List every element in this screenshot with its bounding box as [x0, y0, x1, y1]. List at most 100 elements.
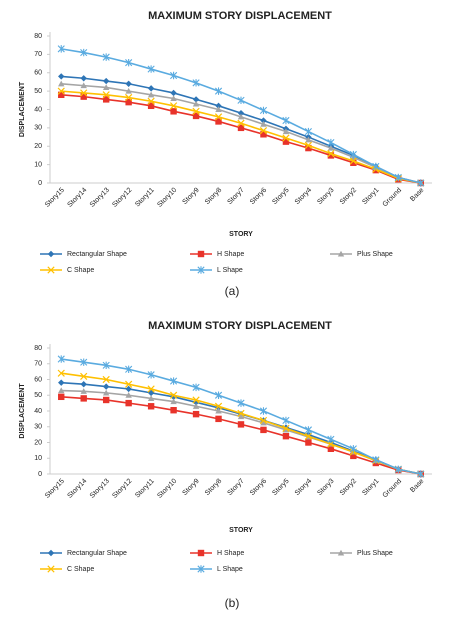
marker — [169, 71, 178, 80]
x-tick-label: Story14 — [66, 478, 88, 500]
marker — [215, 106, 222, 113]
marker — [58, 91, 65, 98]
x-tick-label: Story14 — [66, 187, 88, 209]
marker — [417, 470, 425, 478]
marker — [147, 97, 155, 105]
marker — [80, 395, 87, 402]
marker — [80, 48, 88, 57]
x-tick-label: Story6 — [249, 187, 268, 206]
chart: MAXIMUM STORY DISPLACEMENT DISPLACEMENT ST… — [19, 10, 432, 298]
marker — [102, 375, 110, 384]
marker — [169, 102, 178, 110]
x-tick-label: Story9 — [182, 478, 201, 497]
marker — [282, 128, 290, 135]
marker — [259, 127, 268, 135]
marker — [260, 121, 267, 127]
x-tick-label: Story12 — [111, 478, 133, 500]
marker — [80, 372, 88, 380]
marker — [197, 266, 205, 274]
chart-title: MAXIMUM STORY DISPLACEMENT — [148, 320, 332, 332]
chart: MAXIMUM STORY DISPLACEMENT DISPLACEMENT ST… — [19, 320, 432, 610]
marker — [282, 134, 290, 142]
marker — [237, 113, 245, 120]
marker — [57, 369, 65, 377]
marker — [80, 75, 87, 82]
marker — [349, 445, 357, 453]
marker — [102, 361, 110, 370]
marker — [125, 365, 133, 373]
marker — [237, 124, 245, 132]
marker — [394, 465, 402, 473]
caption: (b) — [225, 596, 240, 610]
marker — [147, 85, 155, 92]
x-tick-label: Story9 — [182, 187, 201, 206]
x-tick-label: Story8 — [204, 478, 223, 497]
marker — [327, 435, 335, 444]
x-axis-title: STORY — [229, 231, 253, 238]
marker — [237, 96, 245, 105]
marker — [214, 402, 223, 410]
marker — [192, 383, 200, 392]
y-tick-label: 0 — [38, 180, 42, 187]
legend-label: C Shape — [67, 267, 94, 274]
marker — [327, 445, 335, 452]
marker — [170, 398, 177, 405]
y-tick-label: 60 — [34, 70, 42, 77]
marker — [215, 118, 222, 125]
marker — [304, 141, 313, 149]
marker — [57, 87, 65, 95]
marker — [47, 250, 55, 258]
x-tick-label: Story4 — [294, 187, 313, 206]
x-tick-label: Story6 — [249, 478, 268, 497]
marker — [304, 127, 313, 136]
x-tick-label: Story7 — [226, 478, 245, 497]
marker — [147, 91, 155, 98]
x-tick-label: Story5 — [271, 478, 290, 497]
marker — [417, 179, 425, 187]
marker — [147, 389, 155, 397]
marker — [372, 456, 380, 464]
marker — [327, 149, 335, 158]
marker — [304, 432, 313, 440]
x-tick-label: Story5 — [271, 187, 290, 206]
legend-label: Rectangular Shape — [67, 251, 127, 258]
legend-label: Plus Shape — [357, 550, 393, 557]
marker — [282, 424, 290, 432]
marker — [80, 82, 87, 89]
y-tick-label: 40 — [34, 408, 42, 415]
x-tick-label: Base — [409, 478, 425, 494]
marker — [147, 65, 155, 73]
marker — [350, 159, 357, 166]
legend-label: C Shape — [67, 566, 94, 573]
y-axis-title: DISPLACEMENT — [19, 81, 26, 137]
marker — [215, 407, 222, 414]
marker — [80, 358, 88, 366]
y-tick-label: 70 — [34, 51, 42, 58]
marker — [192, 100, 200, 107]
x-tick-label: Story3 — [316, 478, 335, 497]
x-tick-label: Ground — [382, 187, 404, 209]
marker — [80, 388, 87, 394]
marker — [80, 93, 87, 100]
x-tick-label: Story1 — [361, 187, 380, 206]
chart-title: MAXIMUM STORY DISPLACEMENT — [148, 10, 332, 22]
x-tick-label: Story15 — [44, 478, 66, 500]
marker — [125, 93, 133, 102]
marker — [215, 415, 222, 423]
x-axis-title: STORY — [229, 527, 253, 534]
x-tick-label: Base — [409, 187, 425, 203]
y-tick-label: 20 — [34, 143, 42, 150]
marker — [192, 107, 200, 115]
x-tick-label: Story3 — [316, 187, 335, 206]
legend-label: L Shape — [217, 566, 243, 573]
y-tick-label: 10 — [34, 455, 42, 462]
x-tick-label: Story11 — [134, 478, 156, 500]
marker — [215, 102, 222, 110]
marker — [237, 409, 245, 417]
marker — [147, 371, 155, 379]
marker — [282, 433, 290, 440]
marker — [58, 80, 65, 87]
marker — [282, 138, 290, 145]
marker — [169, 377, 178, 385]
